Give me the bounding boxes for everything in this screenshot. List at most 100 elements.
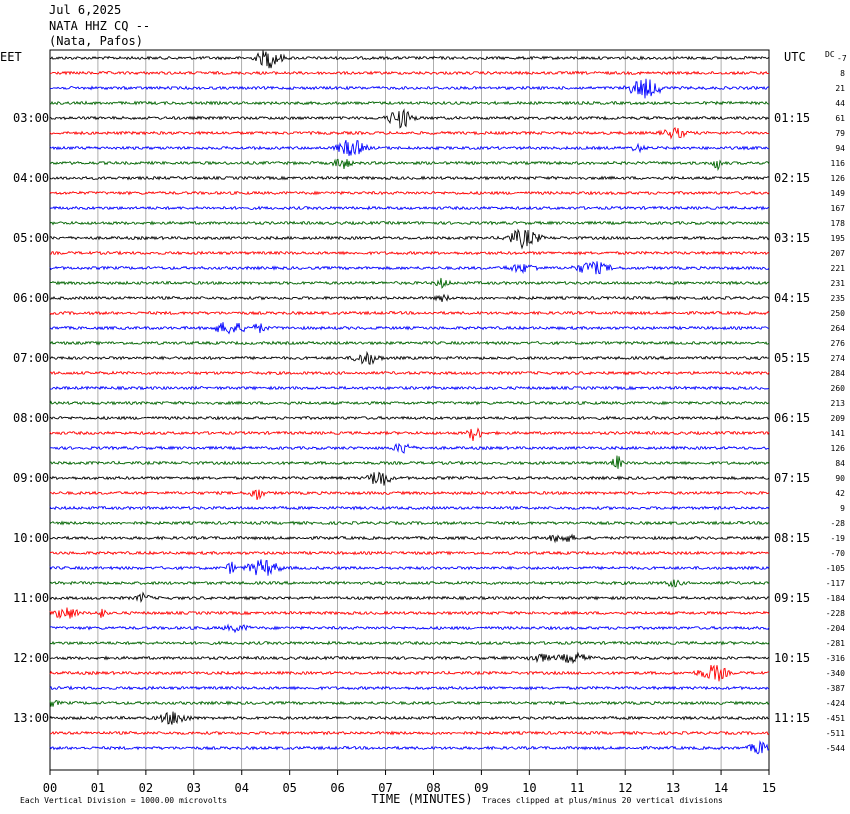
dc-offset-label: -511 (826, 729, 845, 738)
trace-line (49, 205, 770, 211)
left-hour-label: 06:00 (13, 291, 49, 305)
dc-offset-label: 79 (835, 129, 845, 138)
station-label: NATA HHZ CQ -- (49, 19, 151, 33)
trace-line (49, 400, 770, 406)
trace-line (49, 505, 770, 511)
dc-offset-label: 231 (831, 279, 846, 288)
dc-offset-label: 235 (831, 294, 846, 303)
trace-line (49, 228, 770, 250)
left-timezone-label: EET (0, 50, 22, 64)
dc-offset-label: -451 (826, 714, 845, 723)
trace-line (49, 190, 770, 196)
dc-offset-label: -281 (826, 639, 845, 648)
right-hour-label: 11:15 (774, 711, 810, 725)
trace-line (49, 664, 770, 682)
right-hour-label: 10:15 (774, 651, 810, 665)
location-label: (Nata, Pafos) (49, 34, 143, 48)
dc-offset-label: -19 (831, 534, 846, 543)
left-hour-label: 09:00 (13, 471, 49, 485)
dc-offset-label: 209 (831, 414, 846, 423)
trace-line (49, 340, 770, 346)
dc-offset-label: -204 (826, 624, 845, 633)
dc-offset-label: 61 (835, 114, 845, 123)
left-hour-label: 11:00 (13, 591, 49, 605)
right-hour-label: 05:15 (774, 351, 810, 365)
right-hour-label: 06:15 (774, 411, 810, 425)
trace-line (49, 140, 770, 156)
dc-offset-label: -117 (826, 579, 845, 588)
trace-line (49, 277, 770, 289)
trace-line (49, 651, 770, 665)
dc-offset-label: -316 (826, 654, 845, 663)
x-tick-label: 08 (426, 781, 440, 795)
dc-offset-label: 84 (835, 459, 845, 468)
trace-line (49, 623, 770, 634)
footer-scale-note: Each Vertical Division = 1000.00 microvo… (20, 796, 227, 805)
right-hour-label: 01:15 (774, 111, 810, 125)
dc-offset-label: -28 (831, 519, 846, 528)
trace-line (49, 520, 770, 526)
x-tick-label: 00 (43, 781, 57, 795)
trace-line (49, 427, 770, 441)
dc-offset-label: 21 (835, 84, 845, 93)
left-hour-label: 05:00 (13, 231, 49, 245)
trace-line (49, 220, 770, 226)
dc-offset-label: 94 (835, 144, 845, 153)
trace-line (49, 699, 770, 707)
dc-offset-label: 126 (831, 174, 846, 183)
dc-offset-label: 178 (831, 219, 846, 228)
dc-label: DC (825, 50, 835, 59)
dc-offset-label: 8 (840, 69, 845, 78)
x-tick-label: 06 (330, 781, 344, 795)
dc-offset-label: 167 (831, 204, 846, 213)
trace-line (49, 559, 770, 576)
plot-frame (49, 49, 770, 771)
trace-line (50, 50, 770, 69)
dc-offset-label: 90 (835, 474, 845, 483)
grid-lines (49, 49, 770, 775)
trace-line (49, 533, 770, 544)
dc-offset-label: 141 (831, 429, 846, 438)
left-hour-label: 03:00 (13, 111, 49, 125)
trace-line (50, 550, 770, 556)
x-tick-label: 03 (187, 781, 201, 795)
trace-line (49, 415, 770, 421)
dc-offset-label: 213 (831, 399, 846, 408)
dc-offset-label: 126 (831, 444, 846, 453)
dc-offset-label: 276 (831, 339, 846, 348)
trace-line (49, 322, 770, 335)
trace-line (49, 175, 770, 181)
trace-line (49, 293, 770, 302)
dc-offset-label: -105 (826, 564, 845, 573)
right-hour-label: 03:15 (774, 231, 810, 245)
trace-line (49, 579, 770, 588)
date-label: Jul 6,2025 (49, 3, 122, 17)
right-hour-label: 04:15 (774, 291, 810, 305)
trace-line (49, 261, 770, 275)
dc-offset-label: -228 (826, 609, 845, 618)
seismic-traces (49, 50, 770, 755)
right-hour-label: 02:15 (774, 171, 810, 185)
dc-offset-label: -544 (826, 744, 845, 753)
trace-line (49, 370, 770, 376)
trace-line (49, 640, 770, 646)
dc-offset-label: 260 (831, 384, 846, 393)
left-hour-label: 04:00 (13, 171, 49, 185)
left-hour-label: 07:00 (13, 351, 49, 365)
left-hour-label: 12:00 (13, 651, 49, 665)
dc-offset-label: 221 (831, 264, 846, 273)
right-hour-label: 07:15 (774, 471, 810, 485)
dc-offset-label: 207 (831, 249, 846, 258)
right-hour-label: 08:15 (774, 531, 810, 545)
dc-offset-label: 195 (831, 234, 846, 243)
left-hour-label: 10:00 (13, 531, 49, 545)
x-tick-label: 05 (282, 781, 296, 795)
trace-line (49, 455, 770, 469)
trace-line (49, 711, 770, 725)
x-tick-label: 02 (139, 781, 153, 795)
x-tick-label: 11 (570, 781, 584, 795)
trace-line (49, 158, 770, 172)
trace-line (50, 250, 770, 256)
x-tick-label: 14 (714, 781, 728, 795)
trace-line (49, 607, 770, 619)
